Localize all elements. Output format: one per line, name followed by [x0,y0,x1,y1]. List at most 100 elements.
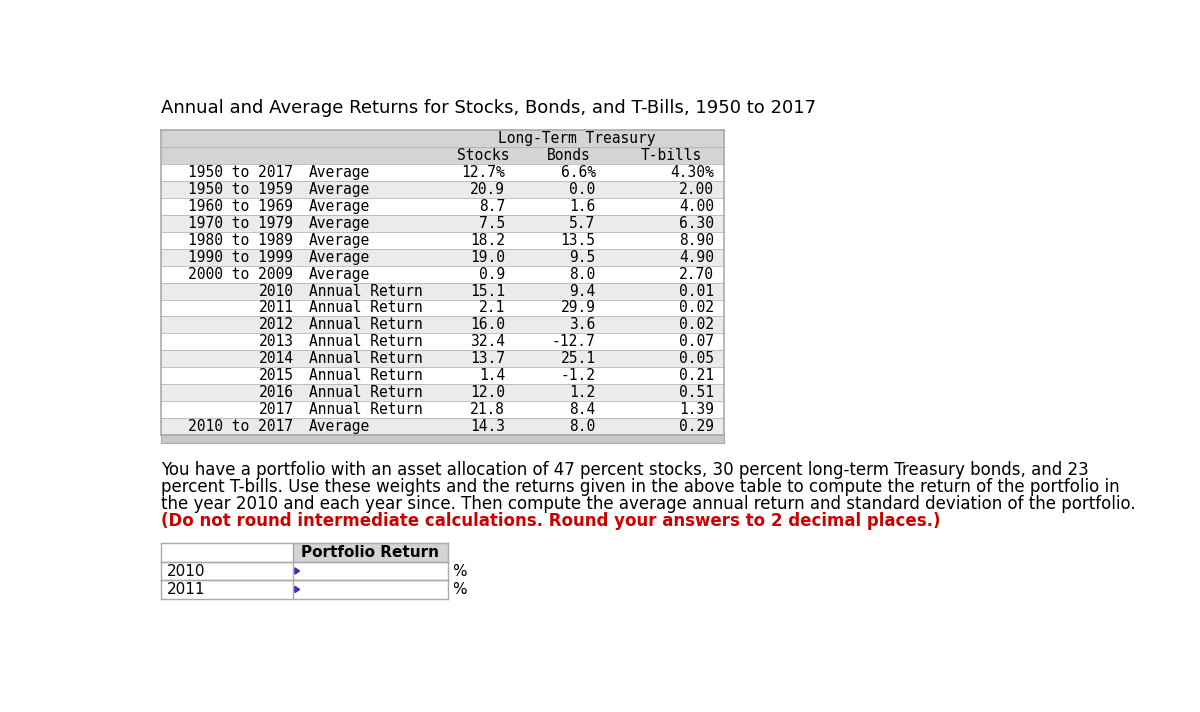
Text: -12.7: -12.7 [552,335,595,350]
Text: 0.21: 0.21 [679,368,714,383]
Text: 0.07: 0.07 [679,335,714,350]
Text: percent T-bills. Use these weights and the returns given in the above table to c: percent T-bills. Use these weights and t… [161,478,1120,496]
Text: Annual Return: Annual Return [308,368,422,383]
Bar [293,580,448,599]
Text: 1950 to 2017: 1950 to 2017 [188,165,293,180]
Text: 8.7: 8.7 [479,199,505,214]
Bar [161,215,724,231]
Text: 7.5: 7.5 [479,216,505,231]
Bar [161,130,724,147]
Text: 5.7: 5.7 [569,216,595,231]
Text: 15.1: 15.1 [470,283,505,298]
Text: Average: Average [308,419,370,434]
Polygon shape [295,568,300,574]
Bar [161,300,724,316]
Text: 8.4: 8.4 [569,402,595,417]
Text: 21.8: 21.8 [470,402,505,417]
Text: 1980 to 1989: 1980 to 1989 [188,233,293,248]
Text: Annual Return: Annual Return [308,385,422,400]
Text: 2015: 2015 [258,368,293,383]
Bar [161,401,724,418]
Text: Annual Return: Annual Return [308,300,422,315]
Text: 2000 to 2009: 2000 to 2009 [188,266,293,281]
Text: 2011: 2011 [258,300,293,315]
Bar [161,418,724,435]
Text: Average: Average [308,233,370,248]
Text: 29.9: 29.9 [560,300,595,315]
Text: 8.90: 8.90 [679,233,714,248]
Text: 2010: 2010 [167,563,205,579]
Text: 9.4: 9.4 [569,283,595,298]
Bar [161,367,724,384]
Text: the year 2010 and each year since. Then compute the average annual return and st: the year 2010 and each year since. Then … [161,496,1135,513]
Text: 16.0: 16.0 [470,318,505,333]
Bar [293,562,448,580]
Text: 13.7: 13.7 [470,351,505,366]
Text: Annual and Average Returns for Stocks, Bonds, and T-Bills, 1950 to 2017: Annual and Average Returns for Stocks, B… [161,99,816,117]
Text: 8.0: 8.0 [569,266,595,281]
Text: %: % [452,582,467,597]
Bar [161,147,724,164]
Text: %: % [452,563,467,579]
Text: Bonds: Bonds [547,148,590,163]
Text: 1.2: 1.2 [569,385,595,400]
Text: 0.9: 0.9 [479,266,505,281]
Text: T-bills: T-bills [640,148,702,163]
Text: 1.39: 1.39 [679,402,714,417]
Bar [161,164,724,181]
Text: 0.29: 0.29 [679,419,714,434]
Text: 2.00: 2.00 [679,182,714,197]
Text: 6.30: 6.30 [679,216,714,231]
Text: 2013: 2013 [258,335,293,350]
Text: 1.6: 1.6 [569,199,595,214]
Bar [161,181,724,198]
Text: Annual Return: Annual Return [308,318,422,333]
Text: 0.51: 0.51 [679,385,714,400]
Text: Average: Average [308,266,370,281]
Text: (Do not round intermediate calculations. Round your answers to 2 decimal places.: (Do not round intermediate calculations.… [161,513,941,530]
Bar [161,198,724,215]
Text: 2.1: 2.1 [479,300,505,315]
Text: 14.3: 14.3 [470,419,505,434]
Bar [161,384,724,401]
Text: 25.1: 25.1 [560,351,595,366]
Text: Stocks: Stocks [457,148,510,163]
Bar [293,543,448,562]
Text: 0.01: 0.01 [679,283,714,298]
Bar [161,543,293,562]
Text: 4.30%: 4.30% [671,165,714,180]
Bar [161,283,724,300]
Text: Portfolio Return: Portfolio Return [301,545,439,560]
Text: 1950 to 1959: 1950 to 1959 [188,182,293,197]
Text: 1990 to 1999: 1990 to 1999 [188,250,293,265]
Text: 2010: 2010 [258,283,293,298]
Text: 1970 to 1979: 1970 to 1979 [188,216,293,231]
Text: 12.0: 12.0 [470,385,505,400]
Text: -1.2: -1.2 [560,368,595,383]
Text: 2016: 2016 [258,385,293,400]
Text: 6.6%: 6.6% [560,165,595,180]
Text: 1.4: 1.4 [479,368,505,383]
Text: 2017: 2017 [258,402,293,417]
Text: 3.6: 3.6 [569,318,595,333]
Polygon shape [295,587,300,592]
Bar [161,248,724,266]
Text: Annual Return: Annual Return [308,402,422,417]
Bar [161,580,293,599]
Bar [161,333,724,350]
Text: Average: Average [308,165,370,180]
Bar [161,231,724,248]
Text: 2014: 2014 [258,351,293,366]
Text: 32.4: 32.4 [470,335,505,350]
Text: 0.0: 0.0 [569,182,595,197]
Text: 0.02: 0.02 [679,318,714,333]
Text: 13.5: 13.5 [560,233,595,248]
Bar [161,350,724,367]
Text: Annual Return: Annual Return [308,335,422,350]
Text: 19.0: 19.0 [470,250,505,265]
Bar [161,316,724,333]
Bar [161,266,724,283]
Text: Average: Average [308,250,370,265]
Text: 2.70: 2.70 [679,266,714,281]
Text: Annual Return: Annual Return [308,351,422,366]
